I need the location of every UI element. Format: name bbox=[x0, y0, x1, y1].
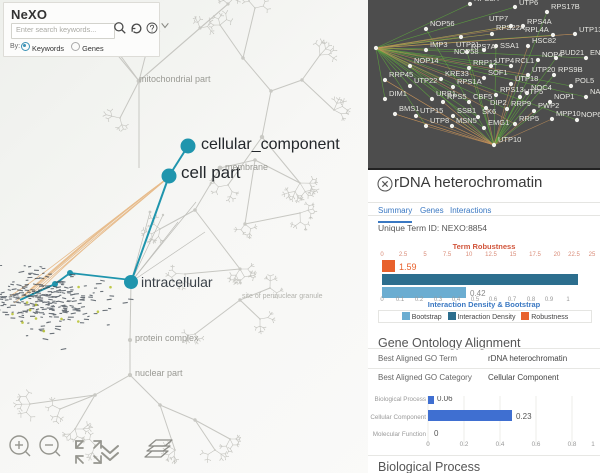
svg-text:NOP58: NOP58 bbox=[454, 47, 479, 56]
svg-text:RRP45: RRP45 bbox=[389, 70, 413, 79]
svg-text:25: 25 bbox=[589, 252, 596, 258]
svg-text:RPS8A: RPS8A bbox=[474, 0, 499, 3]
svg-text:NAN1: NAN1 bbox=[590, 87, 600, 96]
svg-text:BMS1: BMS1 bbox=[399, 104, 419, 113]
svg-text:Cellular Component: Cellular Component bbox=[370, 414, 426, 421]
svg-text:HSC82: HSC82 bbox=[532, 36, 556, 45]
svg-text:5: 5 bbox=[423, 252, 427, 258]
svg-text:RRP12: RRP12 bbox=[473, 58, 497, 67]
svg-text:EMG1: EMG1 bbox=[488, 118, 509, 127]
svg-text:MSN5: MSN5 bbox=[456, 116, 477, 125]
svg-text:UTP13: UTP13 bbox=[579, 25, 600, 34]
svg-text:0: 0 bbox=[380, 252, 384, 258]
svg-text:0: 0 bbox=[434, 429, 439, 438]
svg-text:UTP18: UTP18 bbox=[515, 74, 538, 83]
svg-text:10: 10 bbox=[466, 252, 473, 258]
svg-text:ENP1: ENP1 bbox=[590, 48, 600, 57]
svg-text:NOP14: NOP14 bbox=[414, 56, 439, 65]
svg-text:IMP3: IMP3 bbox=[430, 40, 448, 49]
svg-text:RPS17B: RPS17B bbox=[551, 2, 580, 11]
svg-text:0.23: 0.23 bbox=[516, 412, 532, 421]
svg-text:0.2: 0.2 bbox=[460, 441, 469, 448]
svg-text:0.8: 0.8 bbox=[568, 441, 577, 448]
svg-text:UTP22: UTP22 bbox=[414, 76, 437, 85]
svg-text:UTP4: UTP4 bbox=[495, 56, 514, 65]
svg-text:UTP8: UTP8 bbox=[430, 116, 449, 125]
svg-text:BUD21: BUD21 bbox=[560, 48, 584, 57]
svg-text:SSA1: SSA1 bbox=[500, 41, 519, 50]
svg-text:2.5: 2.5 bbox=[399, 252, 408, 258]
svg-text:RRP5: RRP5 bbox=[519, 114, 539, 123]
svg-text:DIP2: DIP2 bbox=[490, 98, 507, 107]
svg-text:7.5: 7.5 bbox=[443, 252, 452, 258]
svg-text:POL5: POL5 bbox=[575, 76, 594, 85]
svg-text:RPL4A: RPL4A bbox=[525, 25, 549, 34]
svg-text:1.59: 1.59 bbox=[399, 262, 417, 272]
svg-text:22.5: 22.5 bbox=[568, 252, 580, 258]
svg-text:RCL1: RCL1 bbox=[515, 56, 534, 65]
svg-text:RRP9: RRP9 bbox=[511, 99, 531, 108]
svg-text:RPS5: RPS5 bbox=[447, 92, 467, 101]
svg-text:0.4: 0.4 bbox=[496, 441, 505, 448]
svg-text:MPP10: MPP10 bbox=[556, 109, 581, 118]
svg-text:RPS13: RPS13 bbox=[500, 85, 524, 94]
svg-text:SOF1: SOF1 bbox=[488, 68, 508, 77]
svg-text:UTP5: UTP5 bbox=[524, 87, 543, 96]
svg-text:RPS22A: RPS22A bbox=[496, 23, 525, 32]
svg-text:NOP6: NOP6 bbox=[581, 110, 600, 119]
svg-text:12.5: 12.5 bbox=[485, 252, 497, 258]
svg-text:DIM1: DIM1 bbox=[389, 89, 407, 98]
svg-text:SK6: SK6 bbox=[482, 107, 496, 116]
svg-text:UTP6: UTP6 bbox=[519, 0, 538, 7]
svg-text:RPS9B: RPS9B bbox=[558, 65, 583, 74]
svg-text:17.5: 17.5 bbox=[529, 252, 541, 258]
svg-text:NOP56: NOP56 bbox=[430, 19, 455, 28]
svg-text:RPS1A: RPS1A bbox=[457, 77, 482, 86]
svg-text:1: 1 bbox=[591, 441, 595, 448]
svg-text:20: 20 bbox=[554, 252, 561, 258]
svg-text:0: 0 bbox=[426, 441, 430, 448]
svg-text:SSB1: SSB1 bbox=[457, 106, 476, 115]
svg-text:UTP7: UTP7 bbox=[489, 14, 508, 23]
svg-text:UTP20: UTP20 bbox=[532, 65, 555, 74]
svg-text:UTP15: UTP15 bbox=[420, 106, 443, 115]
svg-text:0.6: 0.6 bbox=[532, 441, 541, 448]
svg-text:UTP10: UTP10 bbox=[498, 135, 521, 144]
svg-text:0.06: 0.06 bbox=[437, 396, 453, 403]
svg-text:15: 15 bbox=[510, 252, 517, 258]
svg-text:Molecular Function: Molecular Function bbox=[373, 431, 427, 438]
svg-text:Biological Process: Biological Process bbox=[375, 396, 426, 403]
svg-text:NOP1: NOP1 bbox=[554, 92, 574, 101]
